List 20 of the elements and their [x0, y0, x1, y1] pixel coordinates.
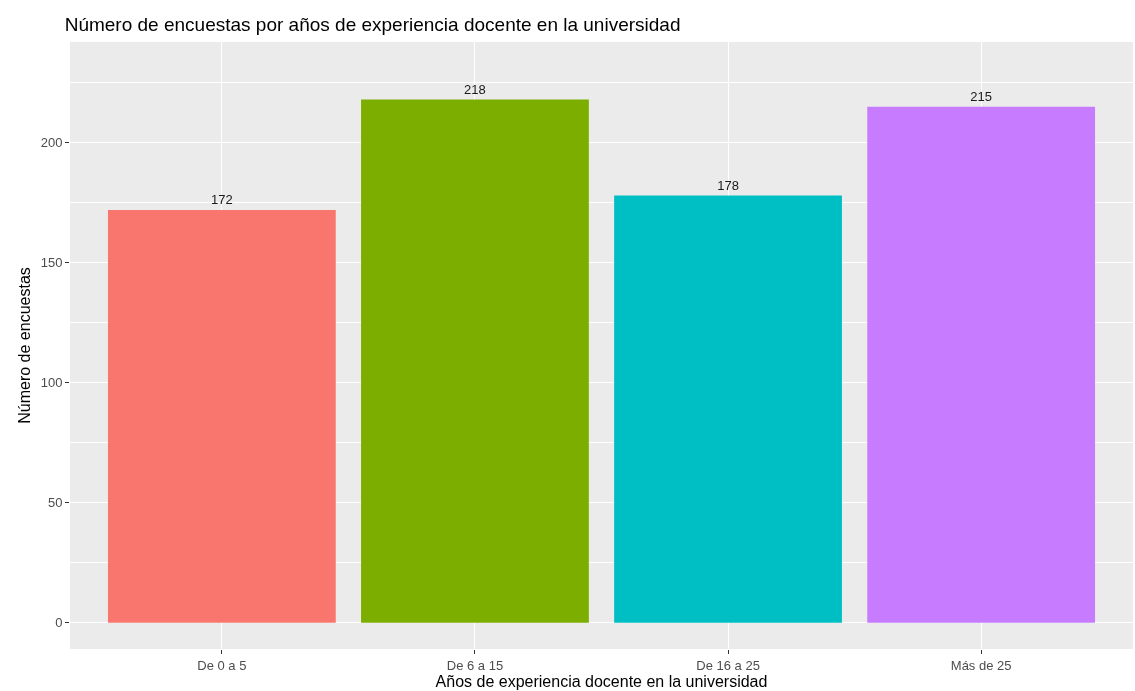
- chart-title: Número de encuestas por años de experiencia docente en la universidad: [64, 13, 681, 35]
- x-axis-title: Años de experiencia docente en la universidad: [435, 673, 768, 691]
- y-tick-label: 100: [40, 375, 63, 391]
- y-tick-label: 150: [40, 255, 63, 271]
- y-tick-label: 0: [55, 615, 63, 631]
- data-label: 178: [717, 177, 739, 193]
- x-tick-label: Más de 25: [950, 657, 1012, 673]
- y-tick-label: 50: [47, 495, 63, 511]
- bar: [867, 106, 1096, 623]
- y-axis-title: Número de encuestas: [15, 267, 33, 424]
- x-tick-label: De 6 a 15: [446, 657, 504, 673]
- x-tick-label: De 0 a 5: [197, 657, 247, 673]
- bar: [614, 195, 842, 623]
- data-label: 215: [970, 88, 992, 104]
- bar: [107, 210, 336, 623]
- bar: [361, 99, 589, 623]
- x-tick-label: De 16 a 25: [696, 657, 760, 673]
- data-label: 218: [464, 81, 486, 97]
- y-tick-label: 200: [40, 135, 63, 151]
- data-label: 172: [211, 192, 233, 208]
